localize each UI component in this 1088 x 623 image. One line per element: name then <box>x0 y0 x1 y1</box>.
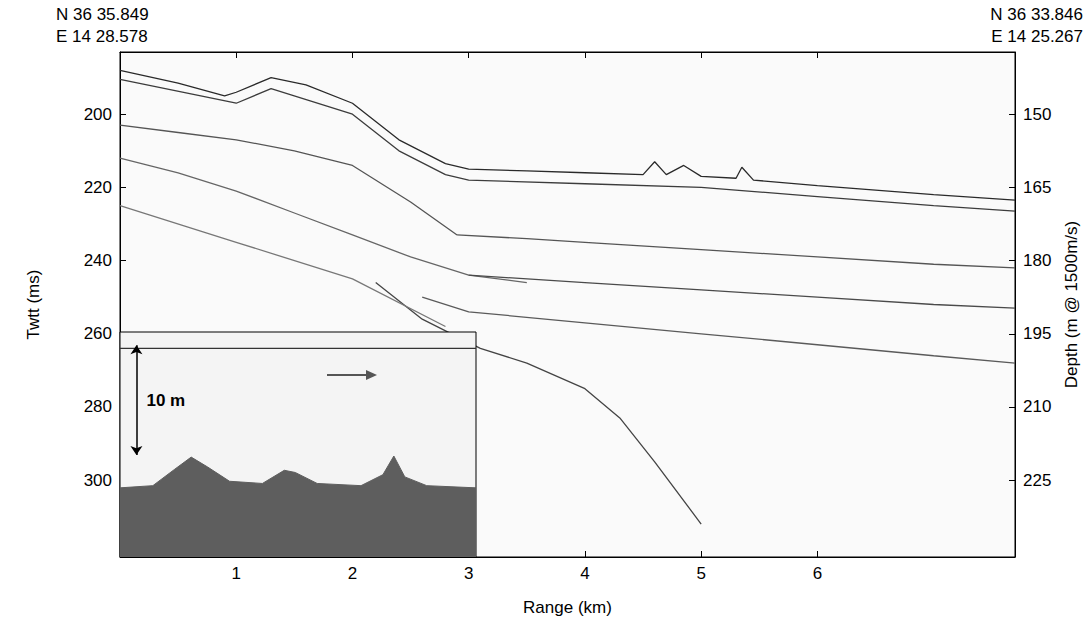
svg-text:280: 280 <box>84 397 112 416</box>
svg-text:220: 220 <box>84 178 112 197</box>
svg-text:Twtt (ms): Twtt (ms) <box>24 270 43 340</box>
svg-text:1: 1 <box>231 564 240 583</box>
svg-text:150: 150 <box>1023 105 1051 124</box>
svg-text:N 36 33.846: N 36 33.846 <box>990 5 1083 24</box>
svg-text:6: 6 <box>813 564 822 583</box>
svg-text:180: 180 <box>1023 251 1051 270</box>
svg-text:E 14 28.578: E 14 28.578 <box>56 27 148 46</box>
svg-text:2: 2 <box>348 564 357 583</box>
svg-text:300: 300 <box>84 471 112 490</box>
svg-text:3: 3 <box>464 564 473 583</box>
svg-text:260: 260 <box>84 324 112 343</box>
svg-text:10 m: 10 m <box>146 391 185 410</box>
svg-text:210: 210 <box>1023 397 1051 416</box>
svg-text:165: 165 <box>1023 178 1051 197</box>
svg-text:Depth (m @ 1500m/s): Depth (m @ 1500m/s) <box>1062 221 1081 388</box>
svg-text:5: 5 <box>696 564 705 583</box>
svg-text:4: 4 <box>580 564 589 583</box>
svg-text:N 36 35.849: N 36 35.849 <box>56 5 149 24</box>
svg-text:240: 240 <box>84 251 112 270</box>
svg-text:225: 225 <box>1023 471 1051 490</box>
svg-text:Range (km): Range (km) <box>523 598 612 617</box>
svg-text:E 14 25.267: E 14 25.267 <box>991 27 1083 46</box>
svg-text:200: 200 <box>84 105 112 124</box>
svg-text:195: 195 <box>1023 324 1051 343</box>
